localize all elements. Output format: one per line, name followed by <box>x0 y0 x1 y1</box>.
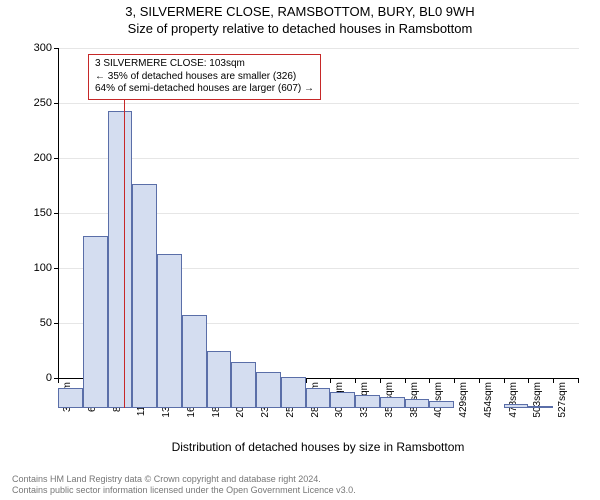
histogram-bar <box>256 372 281 408</box>
histogram-bar <box>380 397 405 408</box>
footer-line-2: Contains public sector information licen… <box>12 485 356 496</box>
footer-attribution: Contains HM Land Registry data © Crown c… <box>12 474 356 496</box>
histogram-bar <box>207 351 232 408</box>
histogram-bar <box>355 395 380 408</box>
histogram-bar <box>306 388 331 408</box>
title-line-2: Size of property relative to detached ho… <box>0 21 600 38</box>
title-line-1: 3, SILVERMERE CLOSE, RAMSBOTTOM, BURY, B… <box>0 4 600 21</box>
annotation-line-2: ← 35% of detached houses are smaller (32… <box>95 71 314 84</box>
histogram-bar <box>281 377 306 408</box>
histogram-bar <box>528 406 553 408</box>
histogram-bar <box>83 236 108 408</box>
x-axis-label: Distribution of detached houses by size … <box>58 440 578 454</box>
grid-line <box>59 48 579 49</box>
histogram-bar <box>231 362 256 408</box>
y-tick-mark <box>54 48 59 49</box>
chart-title: 3, SILVERMERE CLOSE, RAMSBOTTOM, BURY, B… <box>0 0 600 38</box>
annotation-box: 3 SILVERMERE CLOSE: 103sqm ← 35% of deta… <box>88 54 321 100</box>
plot-area: 3 SILVERMERE CLOSE: 103sqm ← 35% of deta… <box>58 48 578 408</box>
annotation-line-3: 64% of semi-detached houses are larger (… <box>95 83 314 96</box>
histogram-bar <box>157 254 182 408</box>
x-tick-mark <box>578 378 579 383</box>
y-tick-label: 250 <box>22 97 52 109</box>
y-tick-label: 300 <box>22 42 52 54</box>
histogram-bar <box>108 111 133 408</box>
y-tick-label: 200 <box>22 152 52 164</box>
footer-line-1: Contains HM Land Registry data © Crown c… <box>12 474 356 485</box>
y-tick-label: 0 <box>22 372 52 384</box>
histogram-bar <box>405 399 430 408</box>
y-tick-label: 150 <box>22 207 52 219</box>
y-tick-label: 50 <box>22 317 52 329</box>
annotation-line-1: 3 SILVERMERE CLOSE: 103sqm <box>95 58 314 71</box>
histogram-bar <box>132 184 157 408</box>
histogram-bar <box>182 315 207 409</box>
histogram-bar <box>58 388 83 408</box>
histogram-bar <box>330 392 355 409</box>
y-tick-label: 100 <box>22 262 52 274</box>
histogram-bar <box>504 404 529 408</box>
reference-line <box>124 78 125 408</box>
histogram-bar <box>429 401 454 408</box>
